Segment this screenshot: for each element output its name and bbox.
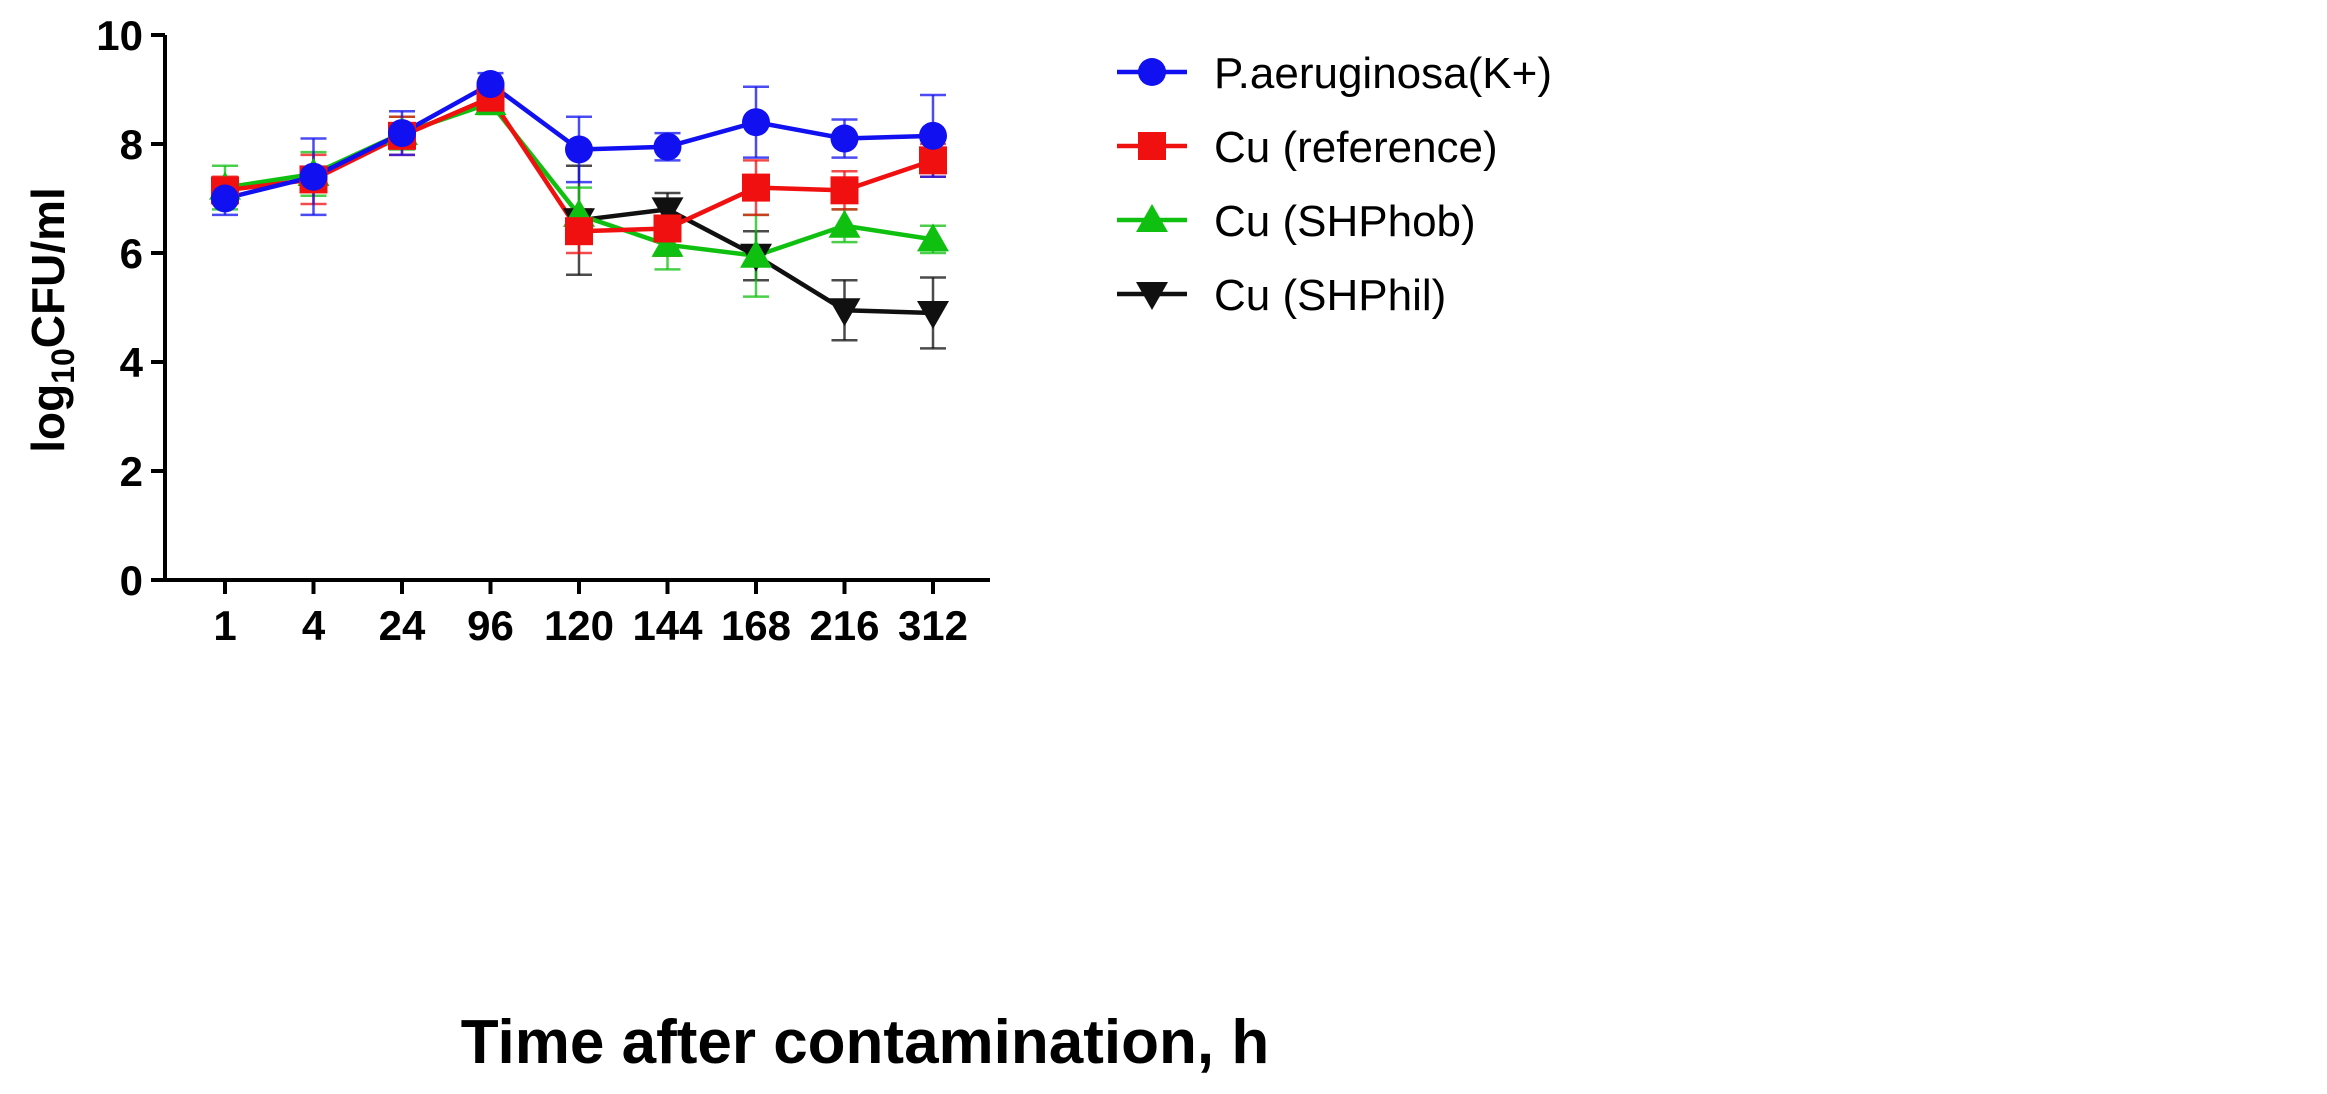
x-tick-label: 120 [544, 602, 614, 649]
legend-label-cu-shphil: Cu (SHPhil) [1214, 271, 1446, 320]
point-cu-shphil [651, 197, 684, 226]
y-axis-title: log10CFU/ml [22, 187, 81, 453]
legend-item-p-aeruginosa-k: P.aeruginosa(K+) [1117, 49, 1552, 98]
legend-item-cu-shphob: Cu (SHPhob) [1117, 197, 1476, 246]
point-cu-reference [653, 214, 682, 243]
y-tick-label: 4 [120, 339, 144, 386]
legend-item-cu-reference: Cu (reference) [1117, 123, 1498, 172]
y-tick-label: 2 [120, 448, 143, 495]
point-p-aeruginosa-k [476, 70, 505, 99]
y-tick-label: 0 [120, 557, 143, 604]
x-tick-label: 168 [721, 602, 791, 649]
legend-item-cu-shphil: Cu (SHPhil) [1117, 271, 1446, 320]
x-tick-label: 144 [632, 602, 703, 649]
x-tick-label: 96 [467, 602, 514, 649]
point-cu-shphil [828, 298, 861, 327]
point-cu-shphil [917, 300, 949, 329]
point-cu-reference [742, 173, 770, 202]
point-cu-shphob [651, 228, 684, 257]
legend: P.aeruginosa(K+) Cu (reference) Cu (SHPhob… [1117, 49, 1552, 320]
x-tick-label: 1 [213, 602, 236, 649]
point-p-aeruginosa-k [742, 108, 770, 137]
point-cu-reference [919, 146, 947, 175]
legend-label-p-aeruginosa-k: P.aeruginosa(K+) [1214, 49, 1552, 98]
legend-label-cu-reference: Cu (reference) [1214, 123, 1498, 172]
x-tick-label: 312 [898, 602, 968, 649]
legend-marker-cu-reference [1138, 132, 1166, 160]
y-tick-label: 6 [120, 230, 143, 277]
point-cu-shphob [740, 239, 772, 268]
point-p-aeruginosa-k [211, 184, 239, 213]
x-tick-label: 24 [379, 602, 426, 649]
point-p-aeruginosa-k [830, 124, 859, 153]
legend-marker-p-aeruginosa-k [1138, 58, 1166, 86]
x-tick-label: 216 [809, 602, 879, 649]
point-cu-reference [830, 176, 859, 205]
legend-marker-cu-shphob [1136, 204, 1168, 232]
point-cu-reference [565, 217, 593, 246]
y-tick-label: 8 [120, 121, 143, 168]
y-axis-title-prefix: log [22, 384, 74, 453]
point-p-aeruginosa-k [653, 132, 682, 161]
x-tick-label: 4 [302, 602, 326, 649]
legend-marker-cu-shphil [1136, 282, 1168, 310]
point-p-aeruginosa-k [919, 121, 947, 150]
y-tick-label: 10 [96, 12, 143, 59]
y-axis-title-suffix: CFU/ml [22, 187, 74, 348]
point-p-aeruginosa-k [299, 162, 328, 191]
y-axis-title-subscript: 10 [45, 348, 81, 384]
legend-label-cu-shphob: Cu (SHPhob) [1214, 197, 1476, 246]
point-cu-shphob [917, 223, 949, 252]
point-p-aeruginosa-k [388, 119, 416, 148]
x-axis-title: Time after contamination, h [461, 1008, 1269, 1077]
point-cu-shphob [828, 209, 861, 238]
series-markers [209, 70, 949, 329]
point-p-aeruginosa-k [565, 135, 593, 164]
